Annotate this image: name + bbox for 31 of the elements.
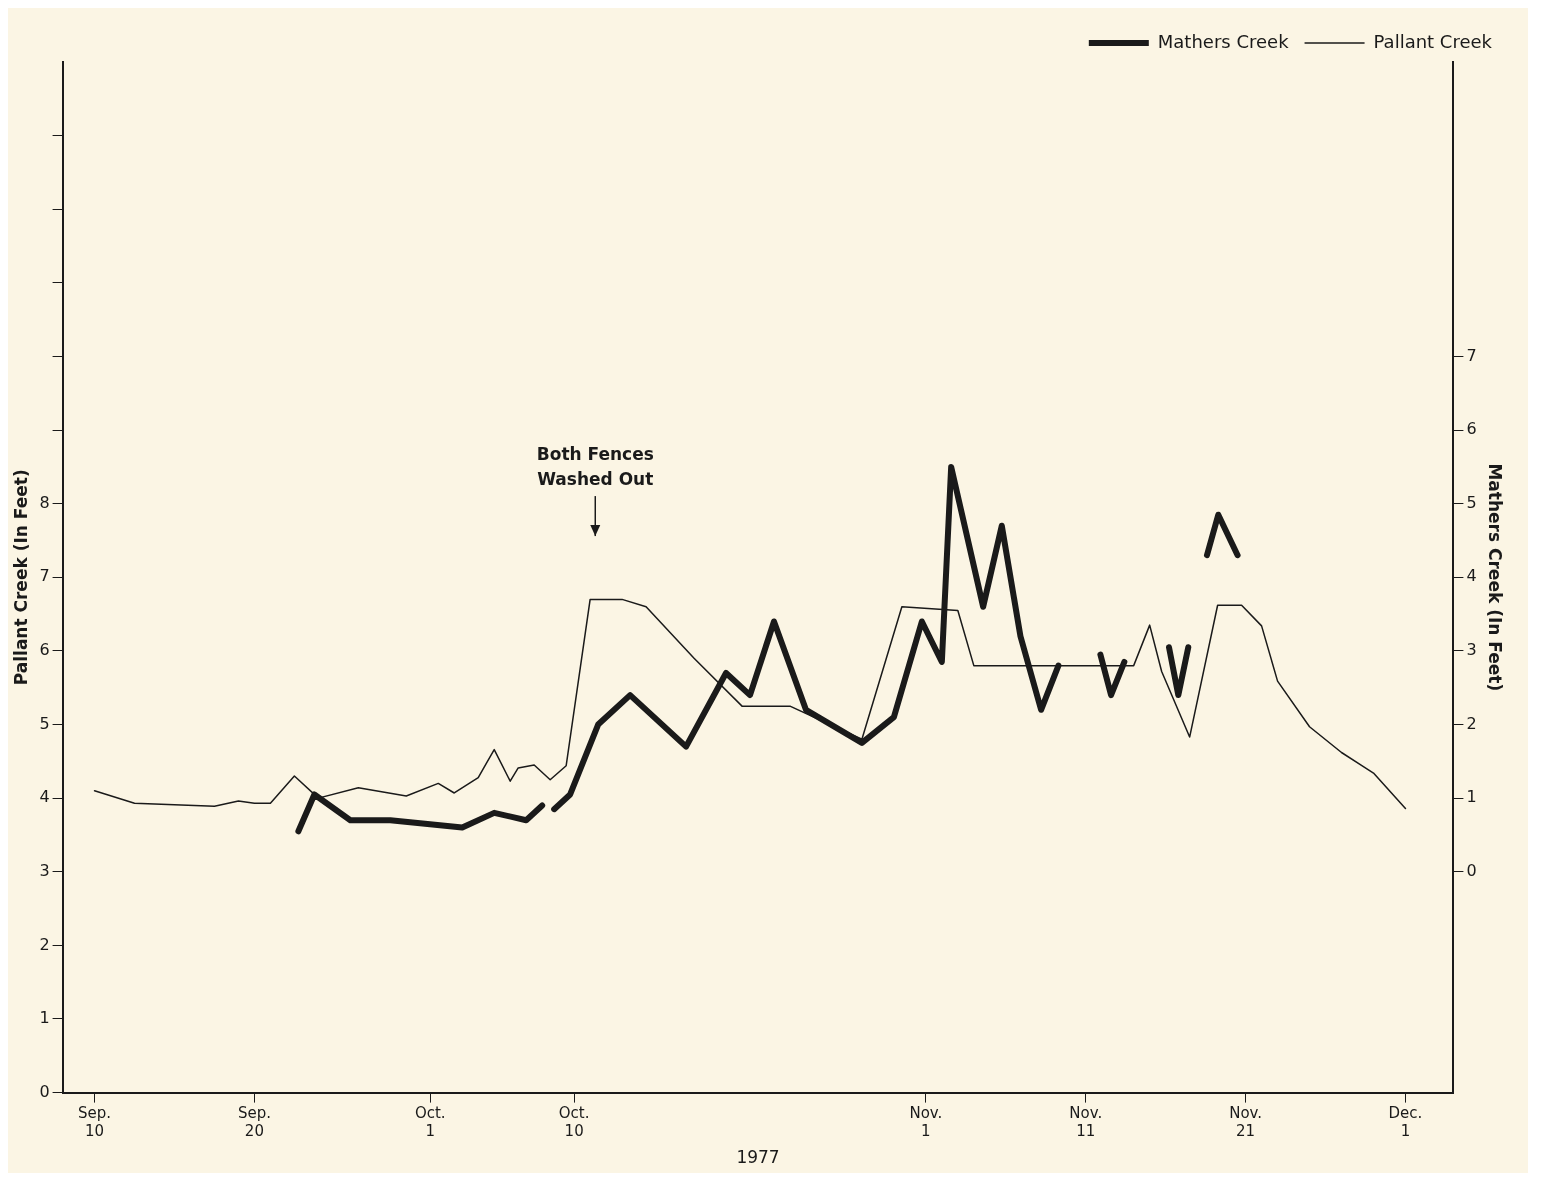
y-tick-label: 2 (39, 934, 50, 954)
y-tick-label: 0 (39, 1081, 50, 1101)
y-tick-label: 1 (39, 1008, 50, 1028)
x-tick-label: Nov. 21 (1229, 1104, 1263, 1141)
y2-tick-label: 7 (1466, 345, 1477, 365)
x-tick-label: Sep. 10 (78, 1104, 112, 1141)
y2-axis-title: Mathers Creek (In Feet) (1485, 463, 1506, 692)
x-axis-title: 1977 (736, 1147, 780, 1168)
y2-tick-label: 5 (1466, 492, 1477, 512)
x-tick-label: Nov. 1 (909, 1104, 943, 1141)
legend-label: Mathers Creek (1157, 30, 1290, 52)
y-tick-label: 6 (39, 640, 50, 660)
y-tick-label: 8 (39, 492, 50, 512)
legend-label: Pallant Creek (1373, 30, 1493, 52)
x-tick-label: Oct. 10 (558, 1104, 590, 1141)
y-tick-label: 3 (39, 860, 50, 880)
y-tick-label: 4 (39, 787, 50, 807)
y2-tick-label: 1 (1466, 787, 1477, 807)
y-tick-label: 7 (39, 566, 50, 586)
y2-tick-label: 4 (1466, 566, 1477, 586)
x-tick-label: Dec. 1 (1388, 1104, 1423, 1141)
y2-tick-label: 2 (1466, 713, 1477, 733)
x-tick-label: Oct. 1 (414, 1104, 446, 1141)
y-axis-title: Pallant Creek (In Feet) (10, 469, 31, 686)
y2-tick-label: 3 (1466, 640, 1477, 660)
x-tick-label: Nov. 11 (1069, 1104, 1103, 1141)
y-tick-label: 5 (39, 713, 50, 733)
x-tick-label: Sep. 20 (237, 1104, 271, 1141)
annotation: Both Fences Washed Out (536, 444, 654, 490)
y2-tick-label: 0 (1466, 860, 1477, 880)
y2-tick-label: 6 (1466, 419, 1477, 439)
